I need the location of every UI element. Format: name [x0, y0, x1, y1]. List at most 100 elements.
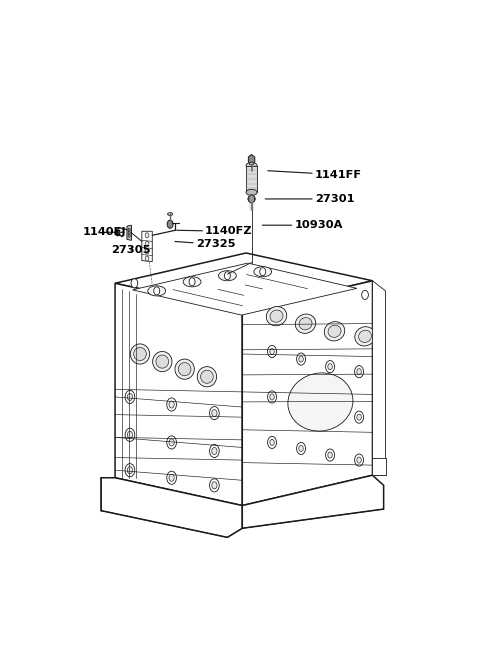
Ellipse shape — [248, 169, 255, 173]
Polygon shape — [101, 478, 242, 537]
Circle shape — [212, 447, 217, 455]
Ellipse shape — [168, 213, 173, 216]
Circle shape — [270, 394, 274, 400]
Ellipse shape — [254, 266, 272, 277]
Circle shape — [131, 279, 138, 288]
Circle shape — [125, 428, 135, 441]
Ellipse shape — [246, 163, 257, 169]
Circle shape — [355, 454, 363, 466]
Circle shape — [167, 398, 177, 411]
Ellipse shape — [246, 190, 257, 195]
Ellipse shape — [156, 355, 168, 368]
Circle shape — [260, 268, 266, 276]
Polygon shape — [246, 165, 257, 192]
Ellipse shape — [249, 162, 254, 165]
Circle shape — [357, 369, 361, 375]
Circle shape — [145, 233, 149, 238]
Text: 1140FZ: 1140FZ — [177, 226, 252, 236]
Circle shape — [299, 445, 303, 451]
Text: 10930A: 10930A — [262, 220, 343, 230]
Ellipse shape — [359, 330, 372, 342]
Circle shape — [210, 407, 219, 420]
Polygon shape — [372, 458, 385, 475]
Ellipse shape — [148, 286, 166, 296]
Circle shape — [167, 220, 173, 228]
Circle shape — [328, 409, 332, 415]
Polygon shape — [242, 475, 384, 528]
Ellipse shape — [324, 321, 345, 341]
Circle shape — [328, 363, 332, 370]
Ellipse shape — [197, 367, 216, 387]
Ellipse shape — [266, 306, 287, 326]
Polygon shape — [372, 281, 385, 475]
Circle shape — [127, 466, 132, 474]
Circle shape — [154, 287, 160, 295]
Polygon shape — [142, 232, 152, 262]
Circle shape — [270, 348, 274, 354]
Polygon shape — [132, 263, 357, 315]
Circle shape — [297, 398, 306, 411]
Ellipse shape — [328, 325, 341, 337]
Text: 1141FF: 1141FF — [268, 170, 362, 180]
Circle shape — [297, 353, 306, 365]
Circle shape — [297, 442, 306, 455]
Circle shape — [127, 394, 132, 400]
Circle shape — [267, 436, 276, 449]
Ellipse shape — [248, 196, 255, 202]
Polygon shape — [248, 155, 255, 165]
Polygon shape — [115, 283, 242, 506]
Circle shape — [325, 449, 335, 461]
Circle shape — [210, 479, 219, 492]
Circle shape — [189, 277, 195, 286]
Circle shape — [125, 464, 135, 477]
Circle shape — [325, 406, 335, 418]
Ellipse shape — [183, 277, 201, 287]
Circle shape — [212, 409, 217, 417]
Circle shape — [299, 401, 303, 407]
Circle shape — [267, 346, 276, 358]
Circle shape — [267, 391, 276, 403]
Polygon shape — [242, 281, 372, 506]
Circle shape — [299, 356, 303, 362]
Circle shape — [210, 444, 219, 458]
Circle shape — [357, 457, 361, 463]
Text: 27305: 27305 — [111, 245, 151, 255]
Circle shape — [355, 365, 363, 378]
Circle shape — [169, 401, 174, 408]
Text: 1140EJ: 1140EJ — [83, 227, 127, 237]
Ellipse shape — [130, 344, 150, 364]
Ellipse shape — [288, 373, 353, 431]
Ellipse shape — [355, 327, 375, 346]
Ellipse shape — [218, 271, 236, 281]
Circle shape — [115, 230, 120, 236]
Circle shape — [145, 256, 149, 261]
Circle shape — [169, 474, 174, 482]
Circle shape — [125, 390, 135, 403]
Ellipse shape — [299, 318, 312, 330]
Circle shape — [270, 440, 274, 445]
Polygon shape — [249, 194, 254, 203]
Circle shape — [128, 228, 130, 232]
Circle shape — [167, 436, 177, 449]
Circle shape — [355, 411, 363, 423]
Circle shape — [145, 249, 149, 254]
Polygon shape — [127, 225, 132, 240]
Circle shape — [325, 361, 335, 373]
Circle shape — [212, 482, 217, 489]
Circle shape — [362, 291, 368, 299]
Ellipse shape — [153, 352, 172, 372]
Ellipse shape — [133, 348, 146, 361]
Polygon shape — [115, 253, 372, 311]
Ellipse shape — [201, 370, 213, 383]
Ellipse shape — [175, 359, 194, 379]
Text: 27325: 27325 — [175, 239, 235, 249]
Circle shape — [357, 414, 361, 420]
Ellipse shape — [178, 363, 191, 376]
Circle shape — [169, 439, 174, 446]
Ellipse shape — [270, 310, 283, 322]
Circle shape — [225, 272, 230, 279]
Circle shape — [145, 241, 149, 247]
Circle shape — [127, 431, 132, 438]
Circle shape — [128, 232, 130, 234]
Text: 27301: 27301 — [265, 194, 354, 204]
